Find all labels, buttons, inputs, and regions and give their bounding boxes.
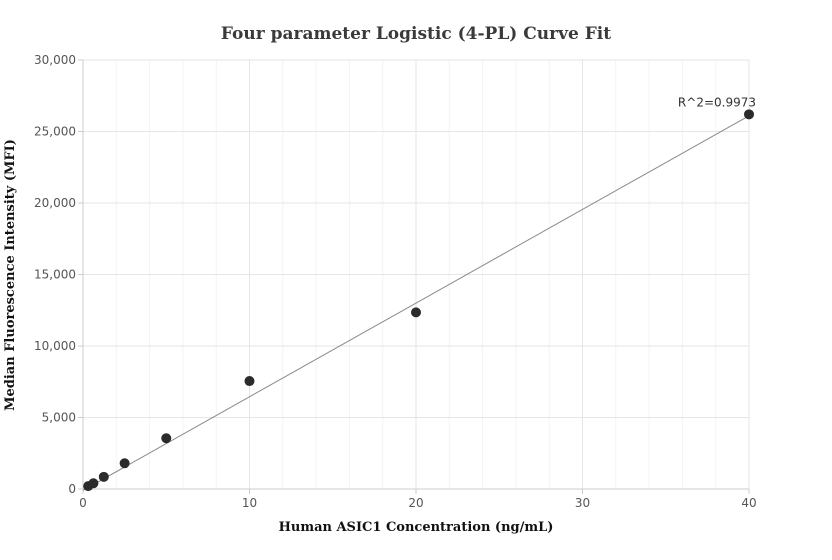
x-tick-label: 30 <box>575 496 590 510</box>
r-squared-annotation: R^2=0.9973 <box>678 95 756 109</box>
data-point <box>744 109 754 120</box>
x-tick-label: 10 <box>242 496 257 510</box>
data-point <box>119 458 130 469</box>
fit-line <box>82 115 750 491</box>
data-point <box>88 478 99 489</box>
y-tick-label: 10,000 <box>34 339 76 353</box>
grid <box>83 59 750 489</box>
data-point <box>98 471 109 482</box>
fit-line-group <box>82 115 750 491</box>
data-point <box>411 307 421 318</box>
chart-title: Four parameter Logistic (4-PL) Curve Fit <box>221 24 611 44</box>
y-tick-label: 25,000 <box>34 125 76 139</box>
x-tick-label: 20 <box>408 496 423 510</box>
data-point <box>244 376 255 387</box>
y-tick-label: 30,000 <box>34 53 76 67</box>
y-tick-label: 0 <box>68 482 76 496</box>
y-tick-label: 20,000 <box>34 196 76 210</box>
x-axis-label: Human ASIC1 Concentration (ng/mL) <box>279 520 554 535</box>
data-point <box>161 433 172 444</box>
axes <box>78 59 750 494</box>
x-tick-label: 0 <box>79 496 87 510</box>
tick-labels: 0 5,000 10,000 15,000 20,000 25,000 30,000 0 10 2… <box>34 53 757 510</box>
x-tick-label: 40 <box>741 496 756 510</box>
data-points <box>83 109 754 492</box>
y-tick-label: 5,000 <box>42 411 76 425</box>
y-axis-label: Median Fluorescence Intensity (MFI) <box>3 139 18 411</box>
y-tick-label: 15,000 <box>34 268 76 282</box>
